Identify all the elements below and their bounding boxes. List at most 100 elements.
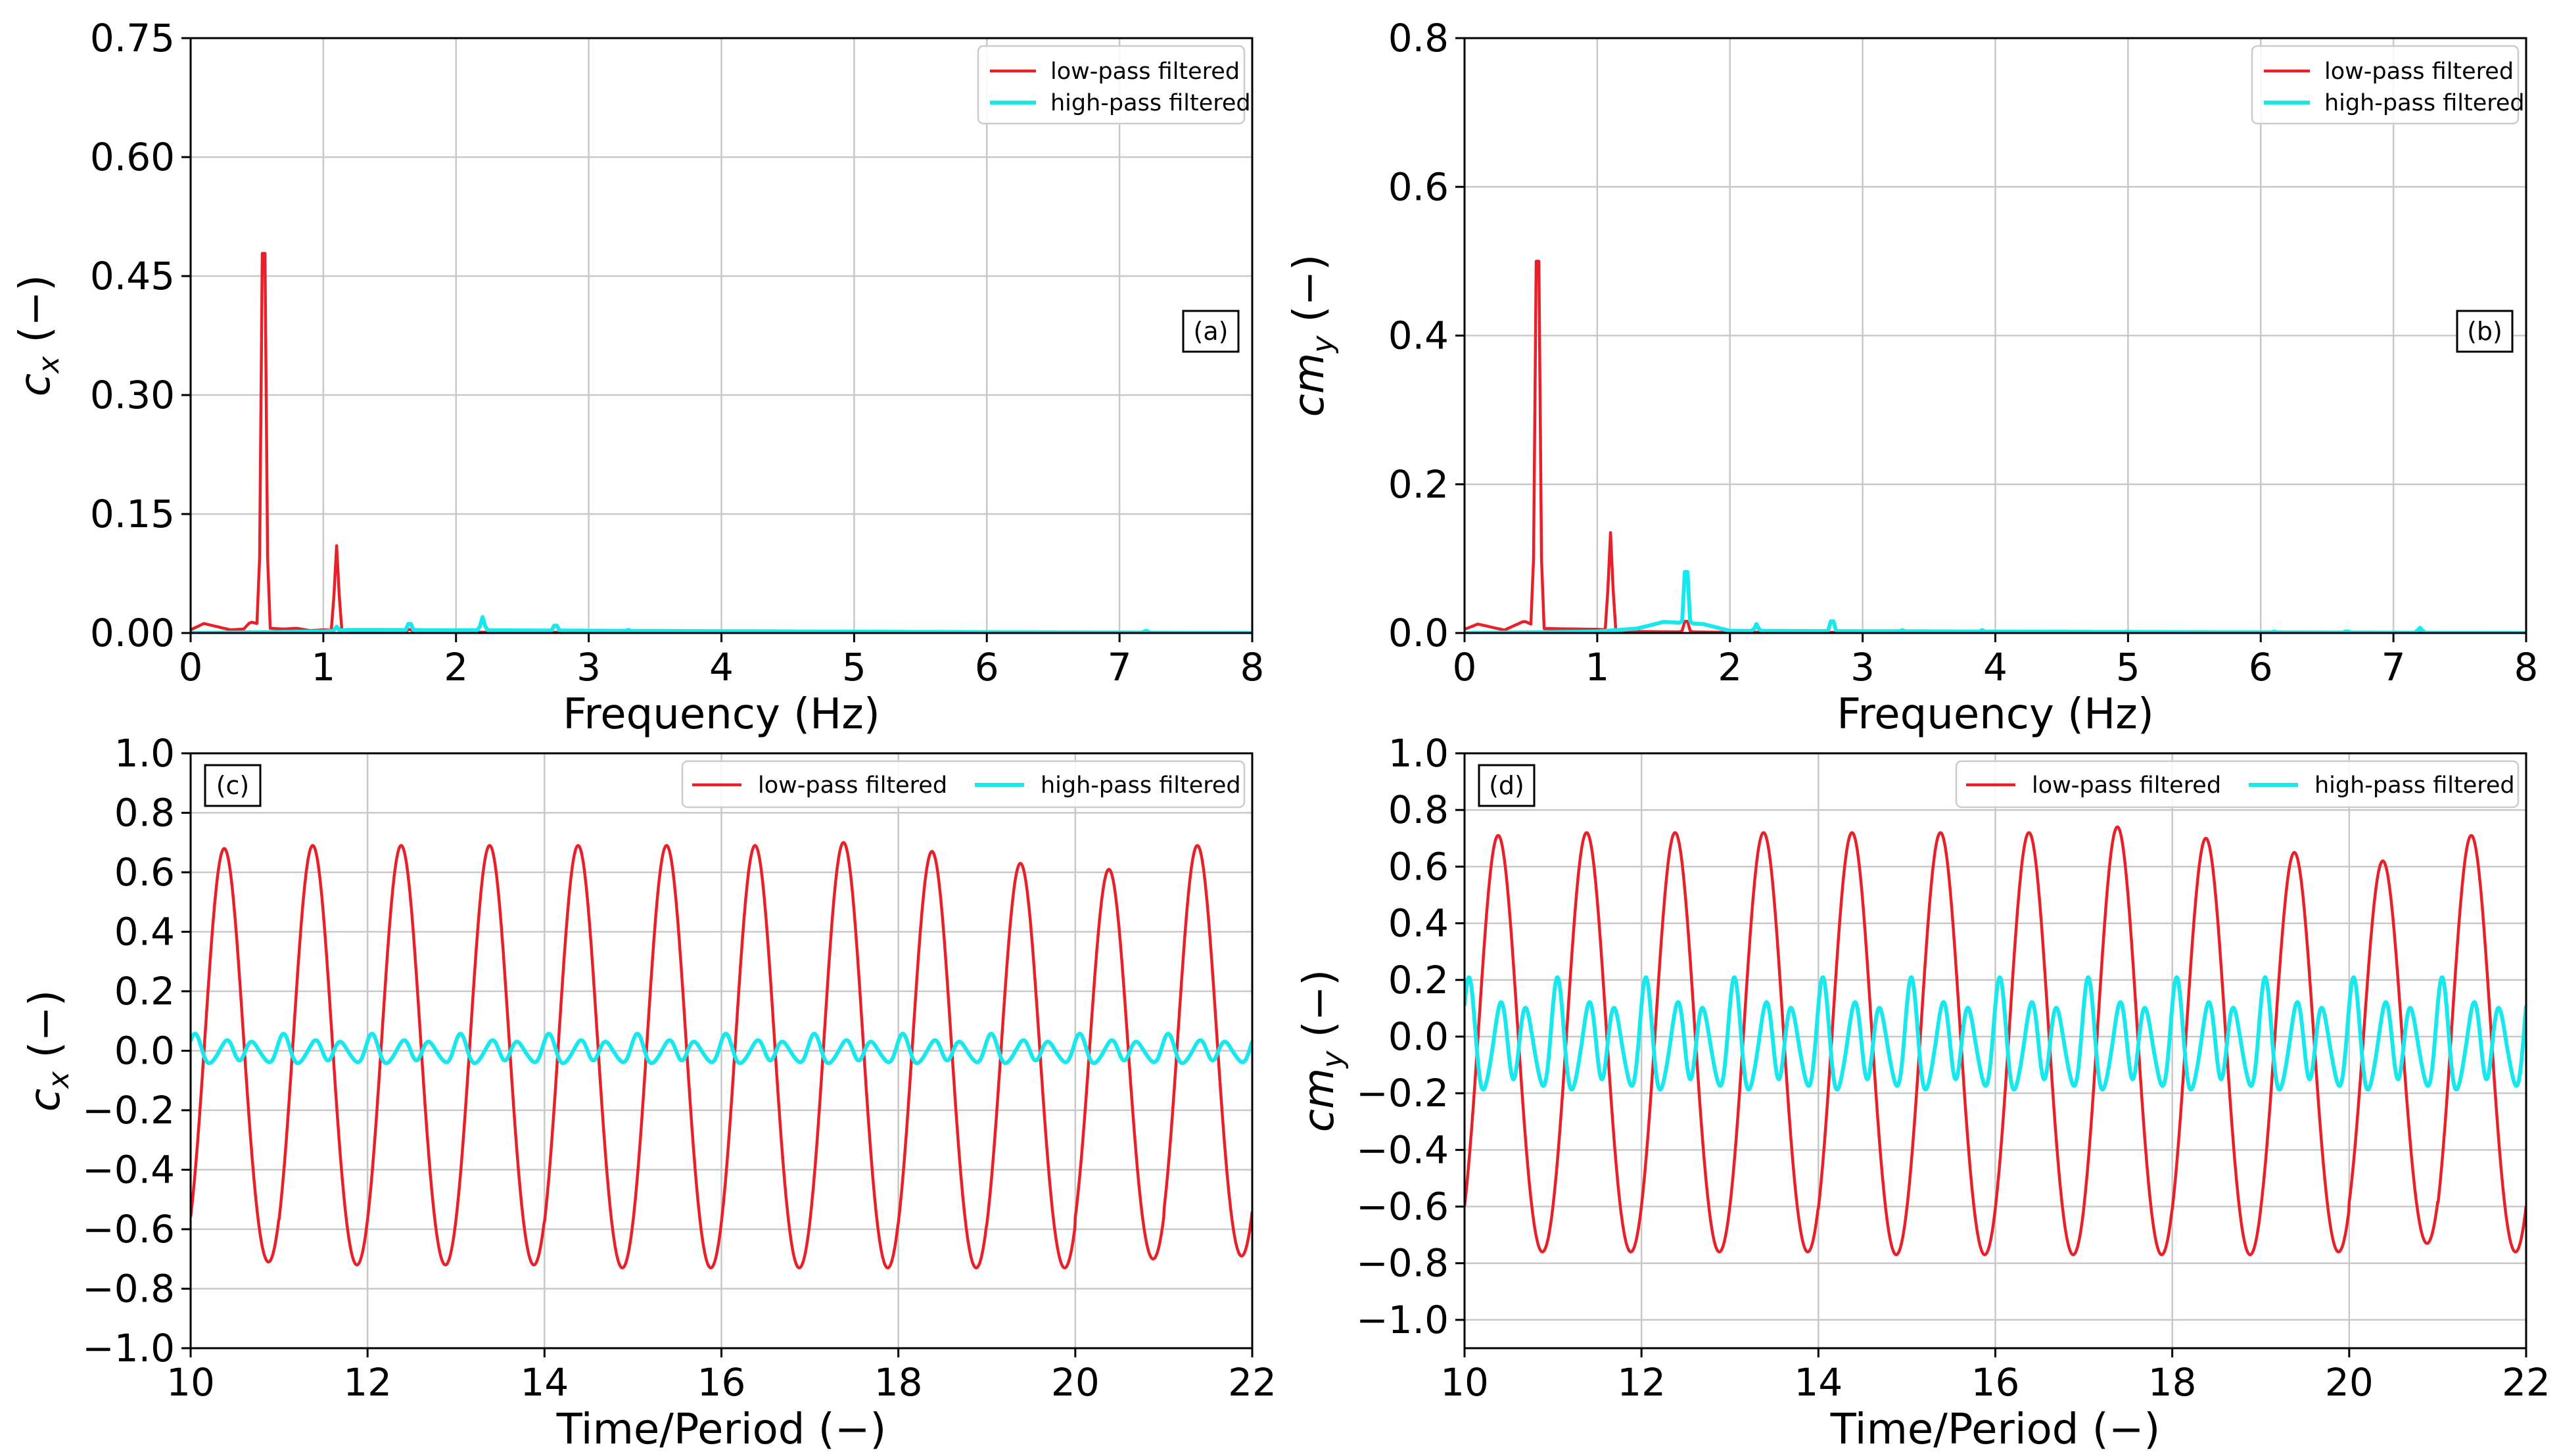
legend-label: high-pass filtered <box>1041 772 1241 799</box>
y-tick-label: 0.8 <box>1388 787 1449 832</box>
y-tick-label: 0.4 <box>114 910 175 954</box>
x-tick-label: 16 <box>1971 1360 2020 1405</box>
x-axis-label: Frequency (Hz) <box>563 690 880 739</box>
panel-c: 10 12 14 16 18 20 22 −1.0 −0.8 −0.6 −0.4 −0.2 0.0 0.2… <box>21 731 1277 1454</box>
y-tick-label: 0.0 <box>1388 611 1449 655</box>
legend-label: high-pass filtered <box>1050 90 1251 116</box>
x-tick-label: 14 <box>520 1360 569 1405</box>
x-tick-label: 12 <box>1617 1360 1666 1405</box>
x-axis-label: Time/Period (−) <box>1830 1405 2161 1454</box>
x-tick-label: 0 <box>1453 645 1477 690</box>
y-tick-label: 0.15 <box>90 492 175 536</box>
series-line-low-pass <box>191 841 1252 1270</box>
legend-label: high-pass filtered <box>2314 772 2515 799</box>
x-tick-label: 2 <box>1718 645 1742 690</box>
y-axis-label: cmy (−) <box>1295 970 1350 1132</box>
x-tick-label: 20 <box>1051 1360 1100 1405</box>
legend: low-pass filtered high-pass filtered <box>977 45 1251 125</box>
x-tick-label: 7 <box>1108 645 1132 690</box>
x-tick-label: 10 <box>1440 1360 1489 1405</box>
series-line-high-pass <box>1465 975 2526 1092</box>
x-tick-label: 5 <box>2116 645 2140 690</box>
x-tick-label: 3 <box>1850 645 1875 690</box>
x-tick-label: 6 <box>2249 645 2273 690</box>
x-tick-label: 16 <box>697 1360 746 1405</box>
x-tick-label: 5 <box>842 645 866 690</box>
y-tick-label: 0.4 <box>1388 314 1449 358</box>
y-axis-symbol: c <box>11 373 60 396</box>
x-tick-label: 14 <box>1794 1360 1843 1405</box>
legend-frame <box>681 760 1246 809</box>
legend-label: low-pass filtered <box>758 772 947 799</box>
x-tick-label: 8 <box>2514 645 2539 690</box>
legend-label: low-pass filtered <box>1050 59 1240 85</box>
y-axis-subscript: x <box>32 356 66 375</box>
legend: low-pass filtered high-pass filtered <box>2251 45 2525 125</box>
legend-label: low-pass filtered <box>2032 772 2221 799</box>
y-tick-label: −0.4 <box>82 1148 175 1192</box>
x-tick-label: 0 <box>179 645 203 690</box>
x-axis-label: Frequency (Hz) <box>1837 690 2154 739</box>
legend-label: high-pass filtered <box>2324 90 2525 116</box>
y-tick-label: 0.30 <box>90 373 175 417</box>
panel-label: (b) <box>2467 317 2502 346</box>
y-tick-label: 1.0 <box>1388 731 1449 776</box>
panel-d: 10 12 14 16 18 20 22 −1.0 −0.8 −0.6 −0.4 −0.2 0.0 0.2… <box>1295 731 2550 1454</box>
y-axis-subscript: x <box>42 1071 76 1090</box>
y-tick-label: 0.8 <box>1388 16 1449 60</box>
y-axis-label: cx (−) <box>11 275 66 396</box>
y-tick-label: −0.2 <box>82 1088 175 1133</box>
x-tick-label: 2 <box>444 645 468 690</box>
y-axis-symbol: c <box>21 1089 70 1112</box>
y-tick-label: −1.0 <box>82 1326 175 1371</box>
panel-label: (d) <box>1489 771 1524 800</box>
x-axis-label: Time/Period (−) <box>556 1405 887 1454</box>
x-tick-label: 4 <box>709 645 734 690</box>
x-tick-label: 1 <box>311 645 335 690</box>
x-tick-label: 20 <box>2325 1360 2374 1405</box>
y-tick-label: 0.2 <box>1388 958 1449 1002</box>
legend-frame <box>977 45 1246 125</box>
x-tick-label: 6 <box>975 645 999 690</box>
y-tick-label: −1.0 <box>1356 1298 1449 1342</box>
y-tick-label: −0.8 <box>1356 1241 1449 1286</box>
legend-label: low-pass filtered <box>2324 59 2514 85</box>
y-tick-label: 0.6 <box>1388 164 1449 209</box>
y-axis-unit: (−) <box>21 990 70 1071</box>
y-tick-label: 0.45 <box>90 254 175 298</box>
y-tick-label: 0.2 <box>114 969 175 1014</box>
legend: low-pass filtered high-pass filtered <box>681 760 1246 809</box>
y-tick-label: 0.4 <box>1388 901 1449 946</box>
panel-label-box <box>204 764 262 807</box>
y-axis-symbol: cm <box>1295 1068 1344 1133</box>
x-tick-label: 8 <box>1240 645 1265 690</box>
x-tick-label: 10 <box>166 1360 215 1405</box>
y-tick-label: 0.6 <box>114 850 175 895</box>
y-tick-label: 0.00 <box>90 611 175 655</box>
x-tick-label: 4 <box>1983 645 2007 690</box>
y-axis-label: cmy (−) <box>1285 254 1340 417</box>
y-tick-label: −0.6 <box>1356 1185 1449 1229</box>
y-axis-unit: (−) <box>1285 254 1334 336</box>
legend-frame <box>2251 45 2520 125</box>
y-tick-label: 0.60 <box>90 135 175 179</box>
y-tick-label: 0.8 <box>114 791 175 835</box>
y-tick-label: 0.2 <box>1388 462 1449 507</box>
panel-b: 0 1 2 3 4 5 6 7 8 0.0 0.2 0.4 0.6 0.8 Frequency (Hz) cm… <box>1285 16 2538 739</box>
y-tick-label: 1.0 <box>114 731 175 776</box>
y-tick-label: −0.2 <box>1356 1071 1449 1115</box>
x-tick-label: 22 <box>2502 1360 2550 1405</box>
panel-label-box <box>2456 310 2514 353</box>
x-tick-label: 7 <box>2382 645 2406 690</box>
y-axis-label: cx (−) <box>21 990 76 1112</box>
y-axis-unit: (−) <box>1295 970 1344 1051</box>
x-tick-label: 18 <box>874 1360 923 1405</box>
y-tick-label: 0.6 <box>1388 844 1449 889</box>
x-tick-label: 22 <box>1228 1360 1277 1405</box>
panel-label-box <box>1478 764 1536 807</box>
x-tick-label: 12 <box>343 1360 392 1405</box>
panel-label-box <box>1182 310 1240 353</box>
panel-label: (a) <box>1194 317 1229 346</box>
y-tick-label: −0.4 <box>1356 1127 1449 1172</box>
